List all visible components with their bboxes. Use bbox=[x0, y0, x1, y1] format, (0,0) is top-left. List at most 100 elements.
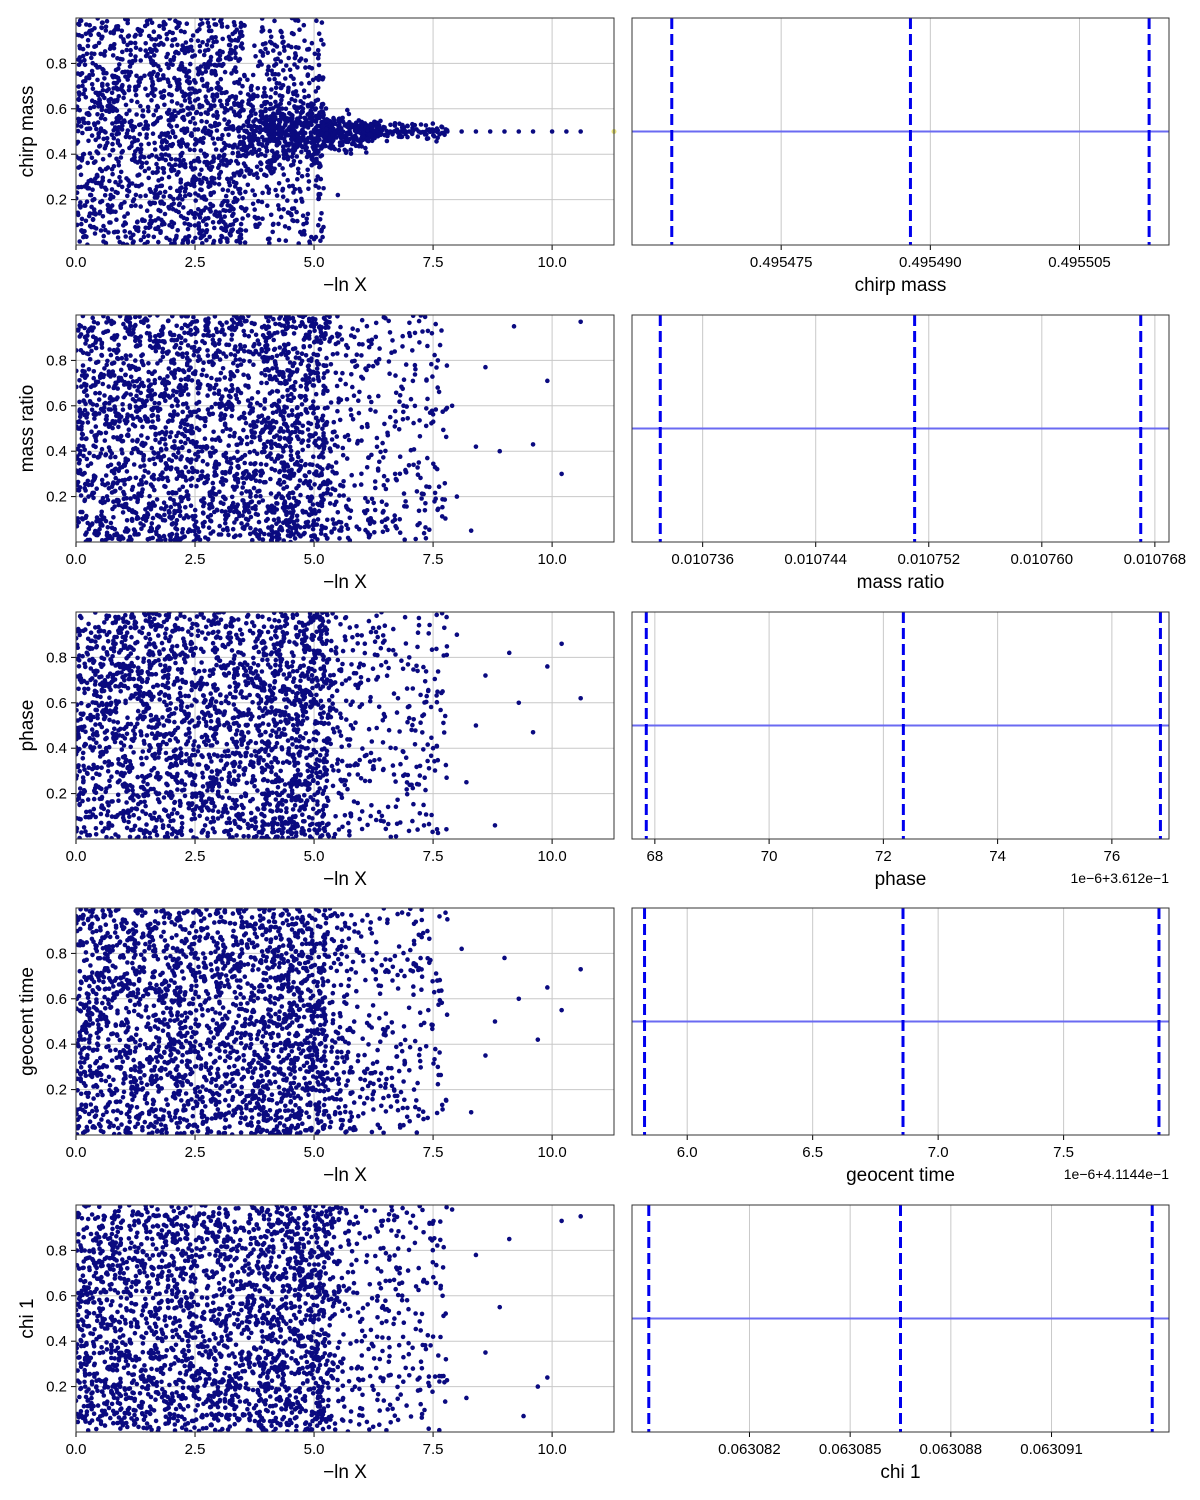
sample-point bbox=[309, 511, 315, 516]
sample-point bbox=[77, 414, 83, 420]
sample-point bbox=[280, 495, 286, 501]
sample-point bbox=[153, 37, 159, 42]
sample-point bbox=[269, 87, 274, 92]
sample-point bbox=[437, 342, 443, 348]
sample-point bbox=[285, 387, 290, 393]
sample-point bbox=[260, 498, 266, 503]
sample-point bbox=[350, 326, 356, 332]
sample-point bbox=[111, 360, 117, 366]
sample-point bbox=[103, 28, 109, 33]
sample-point bbox=[302, 530, 307, 536]
sample-point bbox=[124, 356, 129, 362]
sample-point bbox=[230, 222, 236, 227]
sample-point bbox=[206, 28, 212, 34]
sample-point bbox=[276, 221, 281, 227]
sample-point bbox=[197, 27, 202, 32]
sample-point bbox=[223, 509, 228, 514]
sample-point bbox=[311, 340, 317, 345]
sample-point bbox=[245, 517, 251, 523]
sample-point bbox=[159, 94, 164, 100]
sample-point bbox=[141, 126, 146, 132]
sample-point bbox=[241, 410, 247, 416]
sample-point bbox=[213, 22, 219, 27]
sample-point bbox=[257, 352, 262, 357]
sample-point bbox=[195, 329, 200, 334]
sample-point bbox=[320, 101, 326, 107]
sample-point bbox=[263, 145, 269, 150]
sample-point bbox=[435, 135, 441, 141]
sample-point bbox=[363, 495, 368, 501]
sample-point bbox=[219, 411, 224, 417]
sample-point bbox=[340, 452, 346, 458]
sample-point bbox=[243, 189, 248, 195]
sample-point bbox=[280, 111, 285, 117]
sample-point bbox=[423, 423, 429, 429]
sample-point bbox=[194, 109, 200, 115]
sample-point bbox=[108, 210, 113, 215]
sample-point bbox=[283, 118, 288, 124]
sample-point bbox=[204, 42, 210, 48]
sample-point bbox=[183, 182, 189, 188]
sample-point bbox=[288, 502, 294, 508]
sample-point bbox=[309, 162, 315, 168]
sample-point bbox=[316, 222, 321, 228]
sample-point bbox=[347, 515, 353, 521]
sample-point bbox=[226, 459, 231, 465]
sample-point bbox=[142, 468, 148, 474]
sample-point bbox=[143, 41, 148, 46]
sample-point bbox=[220, 470, 225, 475]
sample-point bbox=[149, 20, 155, 26]
sample-point bbox=[230, 386, 235, 392]
sample-point bbox=[104, 88, 110, 94]
sample-point bbox=[238, 390, 244, 396]
sample-point bbox=[167, 434, 173, 440]
sample-point bbox=[140, 424, 145, 430]
sample-point bbox=[197, 68, 202, 73]
sample-point bbox=[76, 96, 82, 102]
sample-point bbox=[352, 126, 358, 131]
sample-point bbox=[287, 184, 292, 189]
sample-point bbox=[412, 372, 418, 377]
sample-point bbox=[290, 363, 296, 369]
sample-point bbox=[232, 218, 238, 224]
sample-point bbox=[77, 451, 83, 457]
sample-point bbox=[99, 509, 104, 515]
sample-point bbox=[403, 362, 409, 367]
sample-point bbox=[177, 504, 182, 510]
sample-point bbox=[122, 335, 128, 341]
sample-point bbox=[111, 385, 116, 391]
sample-point bbox=[264, 380, 270, 386]
sample-point bbox=[102, 366, 107, 371]
tail-point bbox=[549, 129, 555, 134]
sample-point bbox=[265, 159, 270, 165]
sample-point bbox=[145, 537, 151, 542]
sample-point bbox=[283, 238, 289, 243]
sample-point bbox=[277, 477, 283, 483]
x-axis-label: chirp mass bbox=[855, 275, 947, 296]
sample-point bbox=[86, 351, 91, 357]
sample-point bbox=[291, 331, 297, 336]
sample-point bbox=[79, 221, 84, 227]
sample-point bbox=[109, 490, 115, 495]
sample-point bbox=[193, 339, 199, 345]
sample-point bbox=[173, 157, 179, 162]
sample-point bbox=[79, 384, 84, 389]
sample-point bbox=[176, 66, 182, 72]
sample-point bbox=[178, 28, 184, 34]
sample-point bbox=[306, 375, 312, 381]
sample-point bbox=[320, 77, 325, 82]
sample-point bbox=[266, 64, 271, 69]
sample-point bbox=[122, 482, 127, 487]
sample-point bbox=[236, 129, 241, 134]
sample-point bbox=[321, 481, 327, 487]
sample-point bbox=[282, 48, 287, 53]
sample-point bbox=[91, 319, 97, 325]
sample-point bbox=[267, 236, 272, 242]
sample-point bbox=[410, 378, 416, 384]
sample-point bbox=[322, 316, 327, 322]
sample-point bbox=[278, 101, 284, 106]
sample-point bbox=[279, 97, 284, 103]
sample-point bbox=[172, 537, 177, 542]
sample-point bbox=[384, 502, 389, 508]
sample-point bbox=[441, 427, 446, 433]
